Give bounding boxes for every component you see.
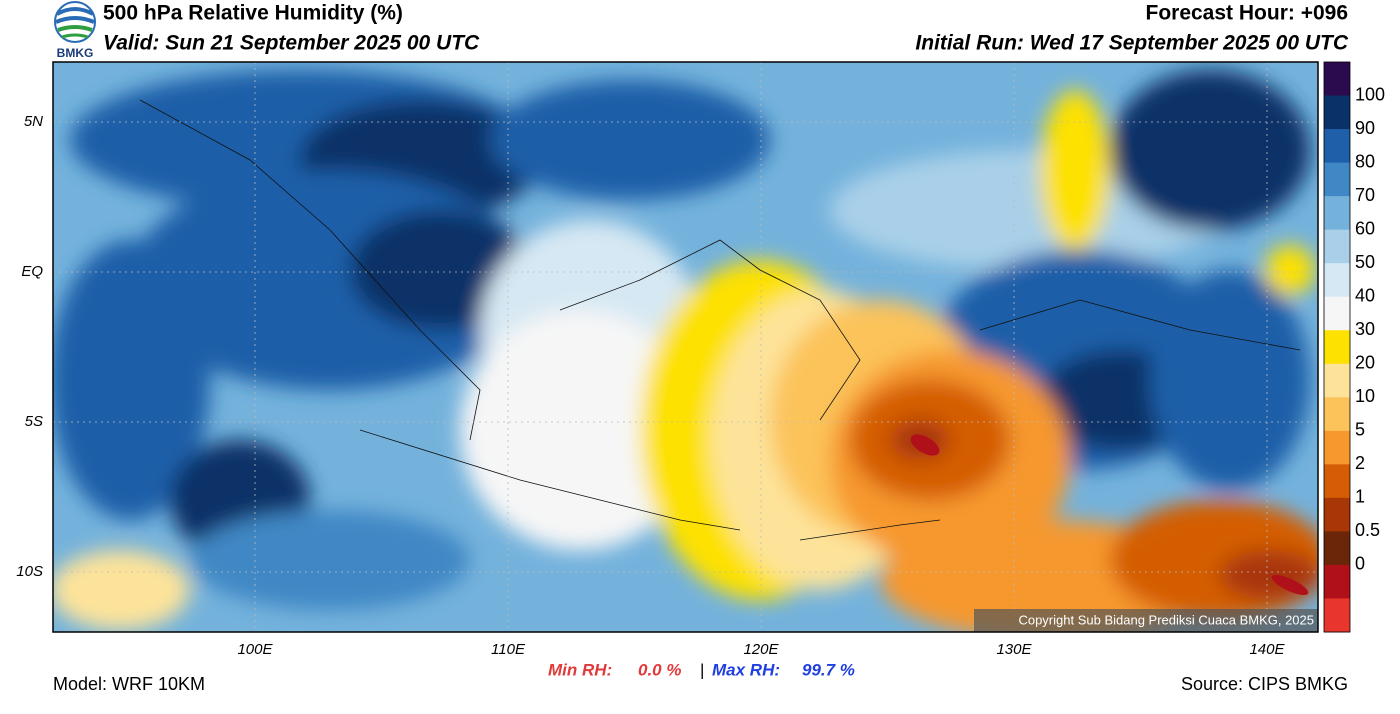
colorbar-label: 40 — [1355, 285, 1375, 305]
min-rh: 0.0 % — [638, 660, 681, 679]
colorbar-swatch — [1324, 62, 1350, 97]
colorbar-swatch — [1324, 363, 1350, 398]
colorbar: 100 90 80 70 60 50 40 30 20 10 5 2 1 0.5 0 — [1323, 61, 1385, 633]
colorbar-label: 1 — [1355, 487, 1365, 507]
max-rh: 99.7 % — [802, 660, 855, 679]
source: Source: CIPS BMKG — [1181, 674, 1348, 694]
colorbar-swatch — [1324, 598, 1350, 633]
colorbar-swatch — [1324, 196, 1350, 231]
colorbar-label: 100 — [1355, 84, 1385, 104]
colorbar-label: 30 — [1355, 319, 1375, 339]
max-rh-label: Max RH: — [712, 660, 780, 679]
colorbar-label: 0 — [1355, 554, 1365, 574]
min-rh-label: Min RH: — [548, 660, 612, 679]
lon-label: 140E — [1249, 641, 1285, 658]
colorbar-swatch — [1324, 129, 1350, 164]
colorbar-swatch — [1324, 263, 1350, 298]
model: Model: WRF 10KM — [53, 674, 205, 694]
title: 500 hPa Relative Humidity (%) — [103, 2, 403, 25]
lon-label: 130E — [996, 641, 1032, 658]
logo-text: BMKG — [57, 46, 94, 60]
lat-label: EQ — [21, 263, 43, 280]
colorbar-swatch — [1324, 330, 1350, 365]
colorbar-label: 80 — [1355, 151, 1375, 171]
lon-label: 110E — [491, 641, 526, 658]
colorbar-swatch — [1324, 397, 1350, 432]
colorbar-swatch — [1324, 95, 1350, 130]
lat-label: 5S — [25, 413, 43, 430]
colorbar-label: 10 — [1355, 386, 1375, 406]
colorbar-swatch — [1324, 531, 1350, 566]
colorbar-frame — [1323, 61, 1351, 633]
colorbar-label: 50 — [1355, 252, 1375, 272]
map-frame — [52, 61, 1319, 633]
colorbar-label: 70 — [1355, 185, 1375, 205]
humidity-field: Copyright Sub Bidang Prediksi Cuaca BMKG… — [53, 62, 1318, 632]
colorbar-label: 90 — [1355, 118, 1375, 138]
valid-time: Valid: Sun 21 September 2025 00 UTC — [103, 32, 480, 55]
initial-run: Initial Run: Wed 17 September 2025 00 UT… — [915, 32, 1348, 55]
colorbar-swatch — [1324, 564, 1350, 599]
lon-label: 120E — [743, 641, 779, 658]
forecast-hour: Forecast Hour: +096 — [1146, 2, 1349, 25]
copyright: Copyright Sub Bidang Prediksi Cuaca BMKG… — [1018, 612, 1314, 627]
colorbar-swatch — [1324, 430, 1350, 465]
lat-label: 10S — [16, 563, 43, 580]
lon-label: 100E — [237, 641, 273, 658]
colorbar-label: 0.5 — [1355, 520, 1380, 540]
colorbar-swatch — [1324, 497, 1350, 532]
logo: BMKG — [54, 1, 96, 60]
colorbar-swatch — [1324, 296, 1350, 331]
colorbar-label: 20 — [1355, 353, 1375, 373]
colorbar-swatch — [1324, 162, 1350, 197]
separator: | — [700, 660, 704, 679]
lat-label: 5N — [24, 113, 43, 130]
colorbar-swatch — [1324, 229, 1350, 264]
colorbar-label: 5 — [1355, 420, 1365, 440]
colorbar-label: 2 — [1355, 453, 1365, 473]
colorbar-label: 60 — [1355, 218, 1375, 238]
colorbar-swatch — [1324, 464, 1350, 499]
